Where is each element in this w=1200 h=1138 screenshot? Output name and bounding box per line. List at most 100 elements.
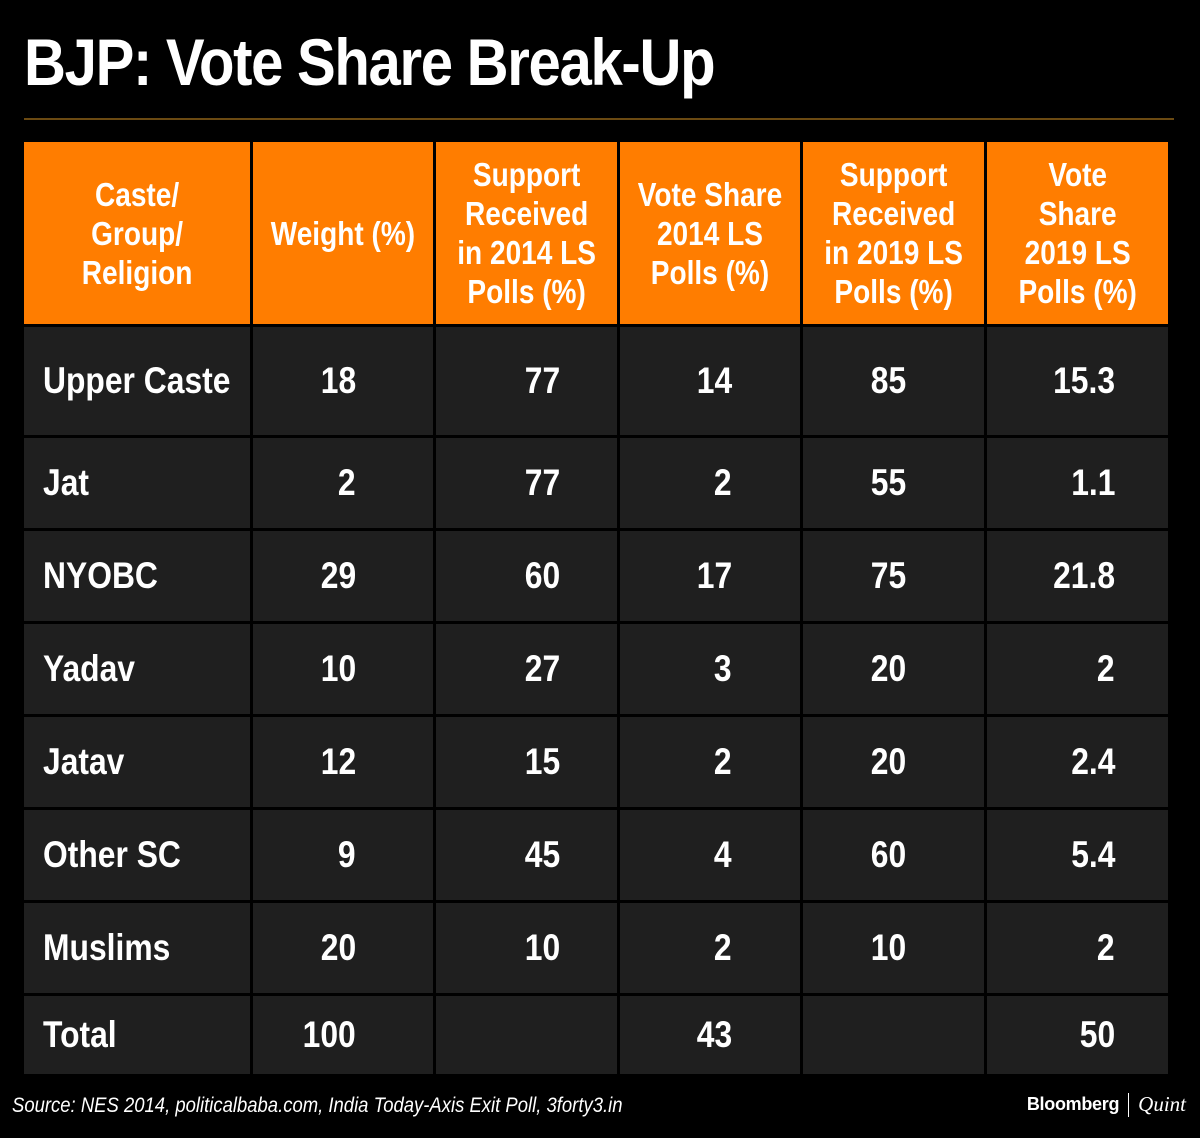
table-cell: 29 — [253, 531, 433, 621]
table-cell: 50 — [987, 996, 1168, 1074]
table-total-row: Total 100 43 50 — [24, 996, 1168, 1074]
cell-value: 20 — [870, 648, 906, 689]
title-divider — [24, 118, 1174, 120]
table-cell: 10 — [436, 903, 617, 993]
table-cell: 77 — [436, 327, 617, 435]
table-row: Jatav 12 15 2 20 2.4 — [24, 717, 1168, 807]
table-cell: 17 — [620, 531, 800, 621]
cell-value: 20 — [870, 741, 906, 782]
table-cell: 55 — [803, 438, 984, 528]
brand-logo-separator — [1128, 1092, 1130, 1117]
cell-value: 14 — [696, 360, 732, 401]
cell-value: 10 — [870, 927, 906, 968]
brand-logo-secondary: Quint — [1138, 1092, 1186, 1116]
table-cell: 20 — [253, 903, 433, 993]
table-cell: 3 — [620, 624, 800, 714]
table-cell: 2 — [253, 438, 433, 528]
table-cell: 60 — [803, 810, 984, 900]
row-label: Jat — [43, 462, 89, 503]
cell-value: 5.4 — [1070, 834, 1115, 875]
row-label-cell: Yadav — [24, 624, 250, 714]
cell-value: 100 — [302, 1014, 356, 1055]
table-header-row: Caste/ Group/ Religion Weight (%) Support … — [24, 142, 1168, 324]
cell-value: 20 — [320, 927, 356, 968]
row-label-cell: Jat — [24, 438, 250, 528]
table-cell: 20 — [803, 624, 984, 714]
cell-value: 10 — [320, 648, 356, 689]
column-header-label: Vote Share 2019 LS Polls (%) — [1018, 156, 1137, 310]
brand-logo-primary: Bloomberg — [1026, 1094, 1120, 1114]
cell-value: 60 — [870, 834, 906, 875]
row-label-cell: Upper Caste — [24, 327, 250, 435]
table-row: Yadav 10 27 3 20 2 — [24, 624, 1168, 714]
cell-value: 2 — [338, 462, 356, 503]
row-label-cell: NYOBC — [24, 531, 250, 621]
source-note: Source: NES 2014, politicalbaba.com, Ind… — [12, 1094, 623, 1117]
cell-value: 55 — [870, 462, 906, 503]
table-cell: 77 — [436, 438, 617, 528]
table-cell — [436, 996, 617, 1074]
row-label: Total — [43, 1014, 117, 1055]
cell-value: 9 — [338, 834, 356, 875]
table-cell: 75 — [803, 531, 984, 621]
cell-value: 17 — [696, 555, 732, 596]
cell-value: 15.3 — [1053, 360, 1115, 401]
table-cell: 100 — [253, 996, 433, 1074]
table-cell: 12 — [253, 717, 433, 807]
row-label-cell: Muslims — [24, 903, 250, 993]
table-body: Upper Caste 18 77 14 85 15.3 Jat 2 77 2 55 1.1 NYOBC… — [24, 327, 1168, 1074]
column-header-label: Caste/ Group/ Religion — [81, 175, 193, 291]
table-cell: 9 — [253, 810, 433, 900]
vote-share-table: Caste/ Group/ Religion Weight (%) Support … — [21, 139, 1171, 1077]
table-cell: 2 — [620, 903, 800, 993]
table-cell: 2 — [620, 438, 800, 528]
table-cell: 2 — [620, 717, 800, 807]
cell-value: 10 — [524, 927, 560, 968]
row-label-cell: Total — [24, 996, 250, 1074]
column-header-0: Caste/ Group/ Religion — [24, 142, 250, 324]
cell-value: 77 — [524, 360, 560, 401]
table-cell: 5.4 — [987, 810, 1168, 900]
row-label-cell: Jatav — [24, 717, 250, 807]
cell-value: 2.4 — [1070, 741, 1115, 782]
table-cell — [803, 996, 984, 1074]
table-cell: 21.8 — [987, 531, 1168, 621]
row-label: Other SC — [43, 834, 181, 875]
cell-value: 2 — [714, 927, 732, 968]
cell-value: 27 — [524, 648, 560, 689]
cell-value: 45 — [524, 834, 560, 875]
cell-value: 2 — [1097, 927, 1115, 968]
cell-value: 29 — [320, 555, 356, 596]
column-header-4: Support Received in 2019 LS Polls (%) — [803, 142, 984, 324]
table-row: Other SC 9 45 4 60 5.4 — [24, 810, 1168, 900]
column-header-label: Support Received in 2014 LS Polls (%) — [457, 156, 596, 310]
table-cell: 27 — [436, 624, 617, 714]
cell-value: 4 — [714, 834, 732, 875]
table-cell: 14 — [620, 327, 800, 435]
column-header-3: Vote Share 2014 LS Polls (%) — [620, 142, 800, 324]
cell-value: 50 — [1079, 1014, 1115, 1055]
cell-value: 21.8 — [1053, 555, 1115, 596]
row-label: Upper Caste — [43, 360, 231, 401]
chart-title: BJP: Vote Share Break-Up — [24, 25, 716, 99]
cell-value: 1.1 — [1070, 462, 1115, 503]
row-label: NYOBC — [43, 555, 158, 596]
table-cell: 15.3 — [987, 327, 1168, 435]
table-cell: 4 — [620, 810, 800, 900]
column-header-1: Weight (%) — [253, 142, 433, 324]
table-cell: 10 — [803, 903, 984, 993]
table-row: Muslims 20 10 2 10 2 — [24, 903, 1168, 993]
brand-logo: Bloomberg Quint — [1027, 1092, 1186, 1117]
cell-value: 12 — [320, 741, 356, 782]
table-cell: 10 — [253, 624, 433, 714]
table-row: Upper Caste 18 77 14 85 15.3 — [24, 327, 1168, 435]
table-cell: 60 — [436, 531, 617, 621]
column-header-label: Support Received in 2019 LS Polls (%) — [824, 156, 963, 310]
table-cell: 43 — [620, 996, 800, 1074]
cell-value: 2 — [714, 741, 732, 782]
row-label: Yadav — [43, 648, 136, 689]
cell-value: 15 — [524, 741, 560, 782]
cell-value: 77 — [524, 462, 560, 503]
table-cell: 15 — [436, 717, 617, 807]
column-header-2: Support Received in 2014 LS Polls (%) — [436, 142, 617, 324]
